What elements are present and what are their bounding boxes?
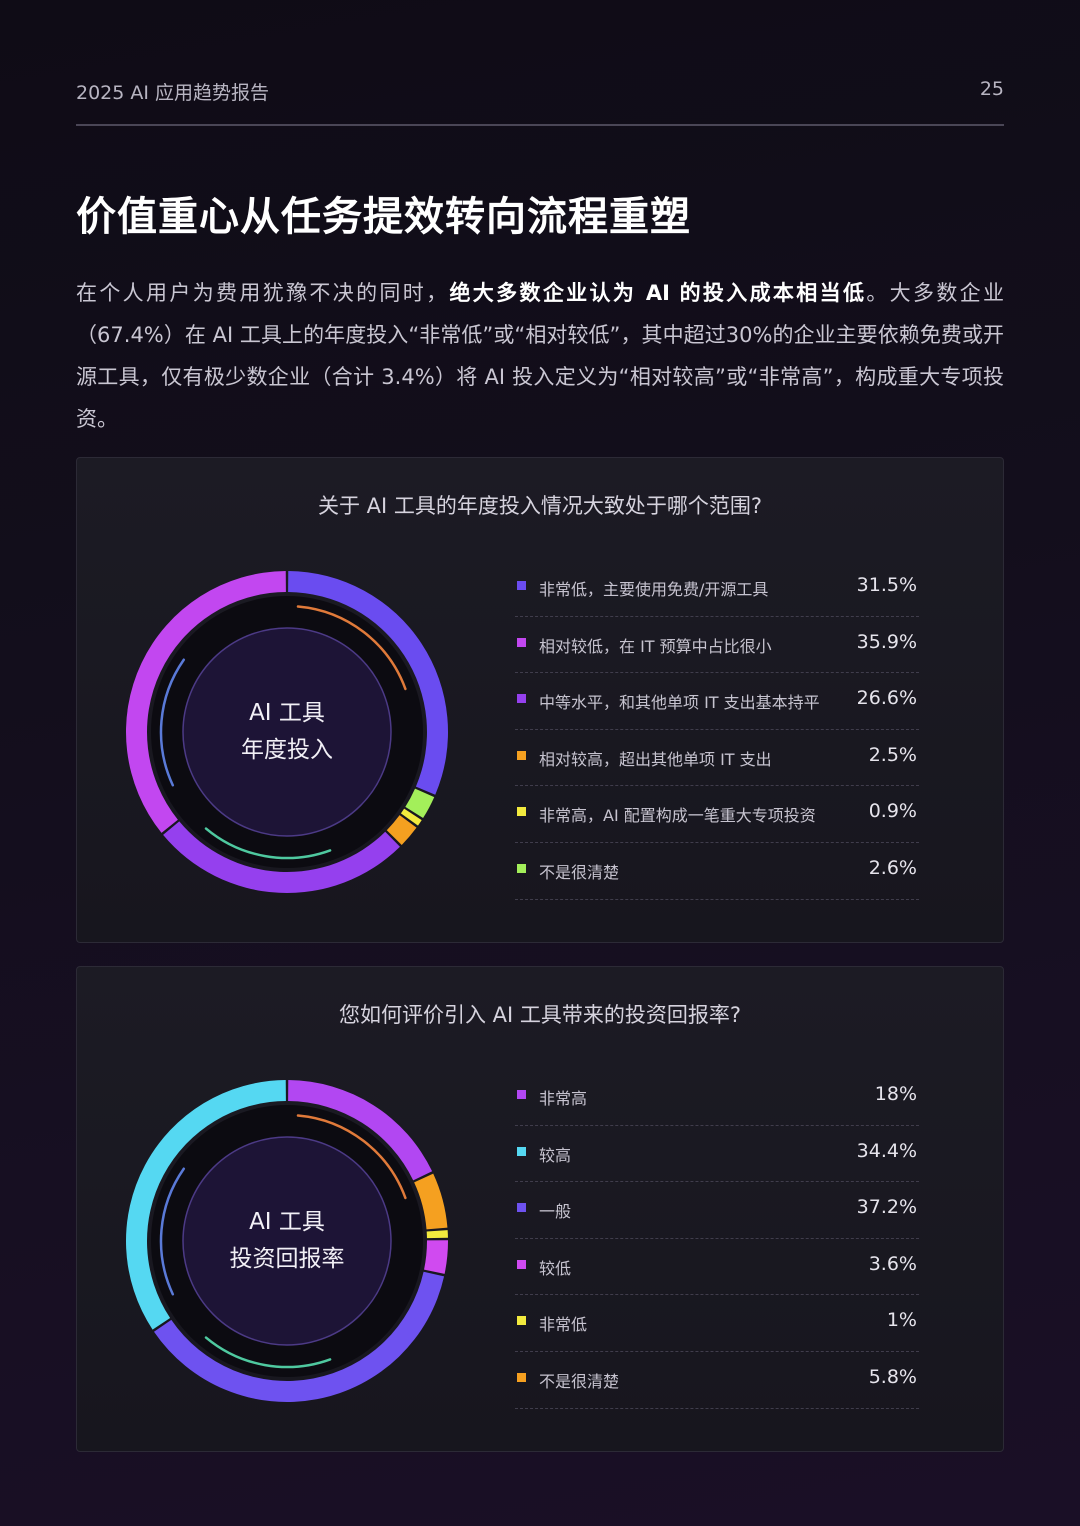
donut-slice xyxy=(400,808,422,826)
donut-center-disc xyxy=(182,1136,392,1346)
chart-title: 您如何评价引入 AI 工具带来的投资回报率? xyxy=(338,1003,742,1027)
chart-card-roi: 您如何评价引入 AI 工具带来的投资回报率? AI 工具 投资回报率 非常高 18… xyxy=(76,966,1004,1452)
donut-center-line1: AI 工具 xyxy=(249,1209,325,1235)
legend-swatch xyxy=(517,1372,526,1382)
legend-swatch xyxy=(517,1259,526,1269)
legend-item: 非常低 1% xyxy=(515,1295,919,1352)
legend-label: 相对较低，在 IT 预算中占比很小 xyxy=(539,636,772,656)
donut-slice xyxy=(288,571,448,795)
legend-value: 37.2% xyxy=(856,1196,917,1219)
legend-item: 中等水平，和其他单项 IT 支出基本持平 26.6% xyxy=(515,673,919,730)
legend-item: 非常高，AI 配置构成一笔重大专项投资 0.9% xyxy=(515,786,919,843)
legend-label: 非常低 xyxy=(539,1315,588,1335)
decor-ring-orange xyxy=(296,1114,407,1200)
intro-highlight: 绝大多数企业认为 AI 的投入成本相当低 xyxy=(449,281,867,305)
document-title: 2025 AI 应用趋势报告 xyxy=(76,82,270,104)
decor-ring-blue xyxy=(159,658,186,787)
legend-value: 35.9% xyxy=(856,630,917,653)
legend-swatch xyxy=(517,1203,526,1213)
donut-center-line1: AI 工具 xyxy=(249,700,325,726)
legend-swatch xyxy=(517,863,526,873)
legend-value: 34.4% xyxy=(856,1139,917,1162)
intro-paragraph: 在个人用户为费用犹豫不决的同时，绝大多数企业认为 AI 的投入成本相当低。大多数… xyxy=(76,272,1004,440)
legend-value: 26.6% xyxy=(856,687,917,710)
page-header: 2025 AI 应用趋势报告 25 xyxy=(76,78,1004,126)
legend-item: 一般 37.2% xyxy=(515,1182,919,1239)
legend-item: 相对较高，超出其他单项 IT 支出 2.5% xyxy=(515,730,919,787)
legend-value: 0.9% xyxy=(868,800,917,823)
legend-value: 18% xyxy=(874,1083,917,1105)
legend-swatch xyxy=(517,1146,526,1156)
legend-value: 2.5% xyxy=(868,743,917,766)
donut-chart xyxy=(125,1080,448,1402)
legend-label: 不是很清楚 xyxy=(539,1371,620,1391)
legend-swatch xyxy=(517,1316,526,1326)
intro-text-1: 在个人用户为费用犹豫不决的同时， xyxy=(76,281,450,305)
donut-slice xyxy=(414,1173,448,1230)
donut-slice xyxy=(386,815,417,845)
legend-value: 2.6% xyxy=(868,856,917,879)
legend-label: 中等水平，和其他单项 IT 支出基本持平 xyxy=(539,693,820,713)
decor-ring-green xyxy=(204,827,332,860)
page-title: 价值重心从任务提效转向流程重塑 xyxy=(76,194,691,240)
legend-item: 较低 3.6% xyxy=(515,1239,919,1296)
donut-slice xyxy=(424,1240,448,1274)
donut-slice xyxy=(405,788,435,819)
legend-value: 5.8% xyxy=(868,1365,917,1388)
chart-legend: 非常高 18% 较高 34.4% 一般 37.2% 较低 3.6% 非常低 1% 不是很清楚 5.8% xyxy=(515,1069,919,1409)
legend-swatch xyxy=(517,750,526,760)
legend-item: 非常高 18% xyxy=(515,1069,919,1126)
legend-label: 较高 xyxy=(539,1145,572,1165)
legend-label: 非常高，AI 配置构成一笔重大专项投资 xyxy=(539,806,816,826)
legend-label: 非常高 xyxy=(539,1089,588,1108)
legend-swatch xyxy=(517,637,526,647)
donut-slice xyxy=(426,1230,448,1239)
donut-center-line2: 年度投入 xyxy=(241,737,333,763)
decor-ring-blue xyxy=(159,1167,186,1296)
legend-swatch xyxy=(517,1090,526,1099)
legend-item: 不是很清楚 5.8% xyxy=(515,1352,919,1409)
donut-slice xyxy=(288,1080,433,1181)
legend-swatch xyxy=(517,694,526,704)
donut-center-disc xyxy=(182,627,392,837)
legend-swatch xyxy=(517,807,526,817)
legend-label: 非常低，主要使用免费/开源工具 xyxy=(539,580,769,599)
decor-ring-green xyxy=(204,1336,332,1369)
legend-value: 31.5% xyxy=(856,574,917,596)
legend-item: 相对较低，在 IT 预算中占比很小 35.9% xyxy=(515,617,919,674)
legend-label: 不是很清楚 xyxy=(539,862,620,882)
donut-chart xyxy=(125,571,448,893)
donut-slice xyxy=(163,821,400,893)
chart-card-annual-investment: 关于 AI 工具的年度投入情况大致处于哪个范围? AI 工具 年度投入 非常低，… xyxy=(76,457,1004,943)
legend-swatch xyxy=(517,581,526,590)
legend-value: 3.6% xyxy=(868,1252,917,1275)
donut-slice xyxy=(153,1271,445,1402)
legend-label: 一般 xyxy=(539,1202,572,1222)
legend-label: 较低 xyxy=(539,1258,572,1278)
intro-text-2: 。大多数企业（67.4%）在 AI 工具上的年度投入“非常低”或“相对较低”，其… xyxy=(76,281,1005,431)
legend-label: 相对较高，超出其他单项 IT 支出 xyxy=(539,749,772,769)
legend-item: 不是很清楚 2.6% xyxy=(515,843,919,900)
donut-center-line2: 投资回报率 xyxy=(229,1246,345,1272)
chart-title: 关于 AI 工具的年度投入情况大致处于哪个范围? xyxy=(317,494,763,518)
donut-center-label: AI 工具 投资回报率 xyxy=(125,1079,449,1403)
decor-ring-orange xyxy=(296,605,407,691)
donut-slice xyxy=(125,1080,286,1330)
donut-slice xyxy=(125,571,286,833)
chart-legend: 非常低，主要使用免费/开源工具 31.5% 相对较低，在 IT 预算中占比很小 35.… xyxy=(515,560,919,900)
donut-center-label: AI 工具 年度投入 xyxy=(125,570,449,894)
legend-item: 较高 34.4% xyxy=(515,1126,919,1183)
legend-value: 1% xyxy=(886,1309,917,1332)
legend-item: 非常低，主要使用免费/开源工具 31.5% xyxy=(515,560,919,617)
page-number: 25 xyxy=(979,78,1004,100)
